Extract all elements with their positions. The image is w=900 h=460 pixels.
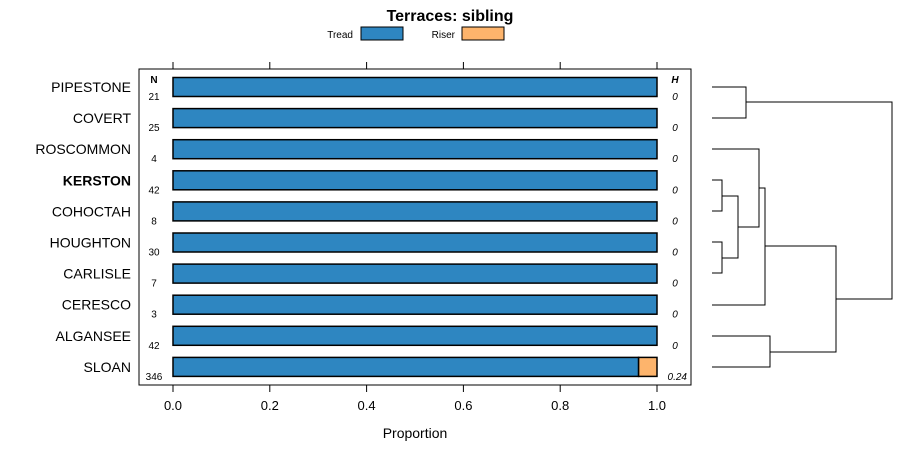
h-value-pipestone: 0 — [672, 92, 678, 103]
legend-label-tread: Tread — [327, 30, 353, 41]
h-value-covert: 0 — [672, 123, 678, 134]
bar-tread-kerston — [172, 170, 658, 191]
x-tick-label-4: 0.8 — [551, 398, 569, 413]
row-label-algansee: ALGANSEE — [56, 328, 131, 344]
bar-tread-algansee — [172, 325, 658, 347]
dendrogram-branch-lower — [765, 245, 837, 353]
n-value-algansee: 42 — [148, 341, 160, 352]
row-label-roscommon: ROSCOMMON — [35, 141, 131, 157]
row-label-sloan: SLOAN — [84, 359, 131, 375]
row-label-houghton: HOUGHTON — [50, 235, 131, 251]
dendrogram-branch-kerston-cohoctah — [712, 179, 723, 212]
n-value-sloan: 346 — [146, 372, 163, 383]
legend-swatch-riser — [461, 26, 505, 41]
row-label-ceresco: CERESCO — [62, 297, 131, 313]
bar-tread-pipestone — [172, 76, 658, 98]
row-label-kerston: KERSTON — [63, 172, 131, 188]
n-value-cohoctah: 8 — [151, 216, 157, 227]
bar-tread-sloan — [172, 356, 640, 378]
dendrogram-branch-pipestone-covert — [712, 86, 747, 119]
h-value-kerston: 0 — [672, 185, 678, 196]
dendrogram-branch-algansee-sloan — [712, 335, 771, 368]
x-tick-label-2: 0.4 — [358, 398, 376, 413]
row-label-cohoctah: COHOCTAH — [52, 203, 131, 219]
h-value-sloan: 0.24 — [668, 372, 688, 383]
bar-tread-ceresco — [172, 294, 658, 315]
h-value-ceresco: 0 — [672, 310, 678, 321]
legend-label-riser: Riser — [432, 30, 456, 41]
h-column-header: H — [671, 75, 679, 86]
dendrogram-branch-houghton-carlisle — [712, 241, 723, 274]
bar-tread-roscommon — [172, 138, 658, 160]
n-column-header: N — [150, 75, 157, 86]
x-axis-title: Proportion — [383, 425, 448, 441]
h-value-carlisle: 0 — [672, 279, 678, 290]
h-value-houghton: 0 — [672, 248, 678, 259]
n-value-pipestone: 21 — [148, 92, 160, 103]
row-label-pipestone: PIPESTONE — [51, 79, 131, 95]
h-value-cohoctah: 0 — [672, 216, 678, 227]
x-tick-label-0: 0.0 — [164, 398, 182, 413]
chart-title: Terraces: sibling — [387, 8, 514, 25]
x-tick-label-5: 1.0 — [648, 398, 666, 413]
rows-group: PIPESTONE 21 0 COVERT 25 0 ROSCOMMON 4 0 KERSTON 4… — [35, 76, 688, 383]
n-value-carlisle: 7 — [151, 279, 157, 290]
bar-tread-cohoctah — [172, 201, 658, 222]
x-tick-label-3: 0.6 — [454, 398, 472, 413]
dendrogram-branch-middle — [722, 195, 739, 259]
plot-panel — [138, 68, 692, 386]
h-value-roscommon: 0 — [672, 154, 678, 165]
n-value-houghton: 30 — [148, 248, 160, 259]
n-value-roscommon: 4 — [151, 154, 157, 165]
n-value-covert: 25 — [148, 123, 160, 134]
h-value-algansee: 0 — [672, 341, 678, 352]
bar-riser-sloan — [637, 356, 658, 378]
n-value-ceresco: 3 — [151, 310, 157, 321]
row-label-covert: COVERT — [73, 110, 132, 126]
dendrogram — [712, 86, 893, 368]
bar-tread-carlisle — [172, 263, 658, 284]
legend-swatch-tread — [360, 26, 404, 41]
axes-group: 0.0 0.2 0.4 0.6 0.8 1.0 — [164, 62, 666, 413]
dendrogram-root — [746, 101, 893, 300]
n-value-kerston: 42 — [148, 185, 160, 196]
dendrogram-branch-roscommon — [712, 148, 760, 228]
x-tick-label-1: 0.2 — [261, 398, 279, 413]
legend: Tread Riser — [327, 26, 505, 41]
row-label-carlisle: CARLISLE — [63, 266, 131, 282]
bar-tread-houghton — [172, 232, 658, 253]
bar-tread-covert — [172, 107, 658, 129]
